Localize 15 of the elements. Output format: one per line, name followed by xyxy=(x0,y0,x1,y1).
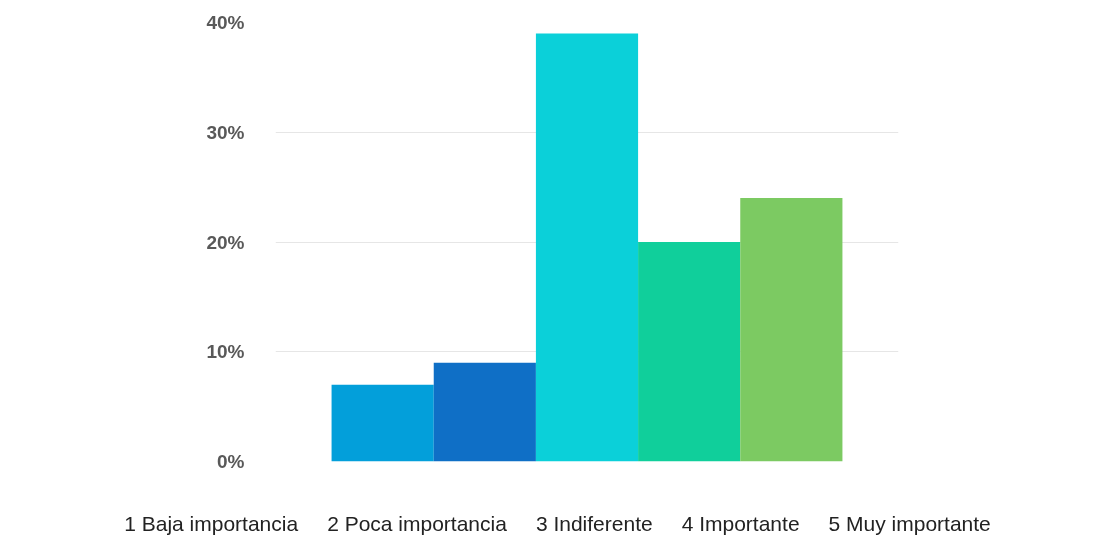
y-tick-label: 30% xyxy=(206,121,245,143)
text: 4 Importante xyxy=(681,511,800,536)
y-tick-label: 0% xyxy=(217,451,245,472)
bar xyxy=(331,384,434,462)
bar xyxy=(740,198,843,462)
y-tick-label: 10% xyxy=(206,341,245,363)
y-tick-label: 40% xyxy=(206,12,245,33)
text: 5 Muy importante xyxy=(828,511,991,536)
text: 2 Poca importancia xyxy=(327,511,507,536)
bar xyxy=(535,33,639,462)
bar xyxy=(433,362,536,462)
text: 1 Baja importancia xyxy=(124,511,299,536)
y-tick-label: 20% xyxy=(206,231,245,253)
text: 3 Indiferente xyxy=(535,511,653,536)
bar xyxy=(638,242,741,462)
